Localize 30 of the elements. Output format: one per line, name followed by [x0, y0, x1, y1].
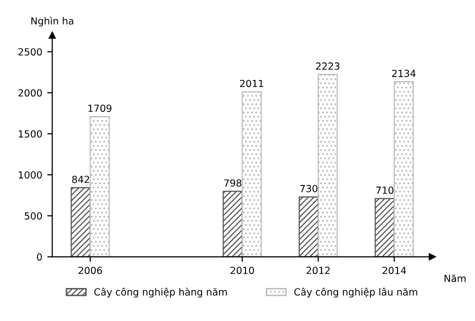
bar — [70, 187, 91, 257]
data-label: 1709 — [88, 104, 112, 112]
data-label: 2223 — [316, 62, 340, 70]
y-tick-label: 2500 — [18, 48, 42, 56]
data-label: 730 — [300, 184, 318, 192]
x-tick-label: 2014 — [382, 266, 406, 274]
x-tick-label: 2012 — [306, 266, 330, 274]
y-tick-label: 2000 — [18, 89, 42, 97]
bar — [242, 91, 262, 257]
data-label: 710 — [376, 186, 394, 194]
data-label: 2134 — [392, 70, 416, 78]
y-tick-label: 0 — [36, 253, 42, 261]
bar — [90, 116, 110, 257]
bar — [394, 81, 414, 257]
bar — [222, 190, 243, 257]
y-axis-title: Nghìn ha — [31, 16, 74, 26]
bar — [298, 196, 319, 257]
x-tick-label: 2006 — [78, 266, 102, 274]
x-axis-title: Năm — [444, 274, 466, 282]
bar — [374, 198, 395, 257]
y-tick-label: 1000 — [18, 171, 42, 179]
y-tick-label: 1500 — [18, 130, 42, 138]
bar — [318, 74, 338, 257]
x-tick-label: 2010 — [230, 266, 254, 274]
y-tick-label: 500 — [24, 212, 42, 220]
data-label: 798 — [224, 179, 242, 187]
data-label: 2011 — [240, 80, 264, 88]
legend-label: Cây công nghiệp hàng năm — [94, 288, 227, 298]
legend-label: Cây công nghiệp lâu năm — [294, 288, 418, 298]
data-label: 842 — [72, 176, 90, 184]
